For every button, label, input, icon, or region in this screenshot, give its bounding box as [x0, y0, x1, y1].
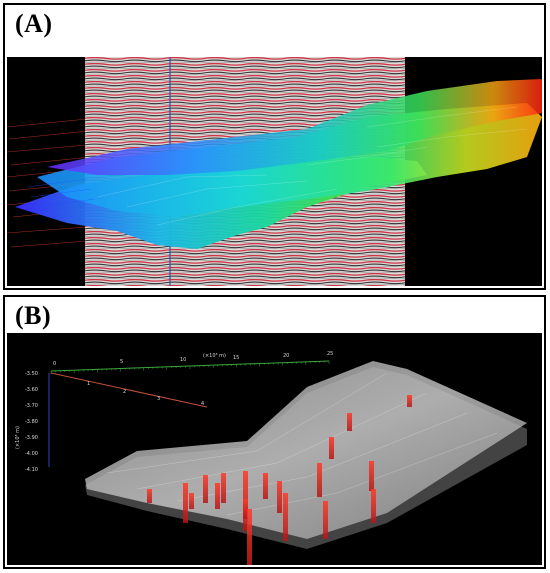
x-tick-5: 5 — [120, 359, 123, 365]
x-tick-15: 15 — [233, 355, 239, 361]
panel-b-label: (B) — [15, 301, 52, 330]
z-tick-360: -3.60 — [25, 387, 38, 393]
well-marker — [369, 461, 374, 491]
well-marker — [147, 489, 152, 503]
well-marker — [323, 501, 328, 539]
well-lines-left — [7, 118, 92, 248]
well-marker — [283, 493, 288, 541]
well-marker — [243, 499, 248, 519]
well-marker — [263, 473, 268, 499]
surface-grid — [106, 372, 498, 516]
panel-b: (B) (×10³ m) 0 5 10 15 20 — [3, 295, 546, 569]
y-tick-2: 2 — [123, 389, 126, 395]
horizon-contours — [26, 178, 96, 208]
horizon-upper — [47, 79, 542, 175]
z-tick-370: -3.70 — [25, 403, 38, 409]
well-marker — [247, 509, 252, 565]
seismic-horizon-view — [7, 57, 542, 286]
z-tick-350: -3.50 — [25, 371, 38, 377]
z-axis-unit-label: (×10³ m) — [15, 426, 21, 449]
z-tick-380: -3.80 — [25, 419, 38, 425]
seismic-3d-scene — [7, 57, 542, 286]
reservoir-surface-top — [85, 361, 527, 539]
well-group — [147, 395, 412, 565]
panel-a-label: (A) — [15, 9, 53, 38]
reservoir-3d-view: (×10³ m) 0 5 10 15 20 25 1 2 3 4 -3.50 -… — [7, 333, 542, 565]
well-marker — [407, 395, 412, 407]
x-axis-ticks — [50, 361, 330, 374]
z-tick-410: -4.10 — [25, 467, 38, 473]
well-marker — [371, 489, 376, 523]
x-tick-20: 20 — [283, 353, 289, 359]
x-tick-10: 10 — [180, 357, 186, 363]
x-tick-25: 25 — [327, 351, 333, 357]
well-marker — [221, 473, 226, 503]
well-marker — [277, 481, 282, 513]
well-marker — [203, 475, 208, 503]
y-tick-3: 3 — [157, 396, 160, 402]
well-marker — [183, 483, 188, 523]
reservoir-3d-scene: (×10³ m) 0 5 10 15 20 25 1 2 3 4 -3.50 -… — [15, 351, 527, 565]
horizon-texture — [96, 106, 528, 226]
well-marker — [189, 493, 194, 509]
y-axis-line — [50, 372, 208, 408]
well-marker — [215, 483, 220, 509]
panel-a: (A) — [3, 3, 546, 290]
well-marker — [317, 463, 322, 497]
z-tick-400: -4.00 — [25, 451, 38, 457]
x-axis-unit-label: (×10³ m) — [203, 353, 226, 359]
well-marker — [329, 437, 334, 459]
y-tick-1: 1 — [87, 381, 90, 387]
y-tick-4: 4 — [201, 401, 204, 407]
z-tick-390: -3.90 — [25, 435, 38, 441]
well-marker — [347, 413, 352, 431]
x-tick-0: 0 — [53, 361, 56, 367]
